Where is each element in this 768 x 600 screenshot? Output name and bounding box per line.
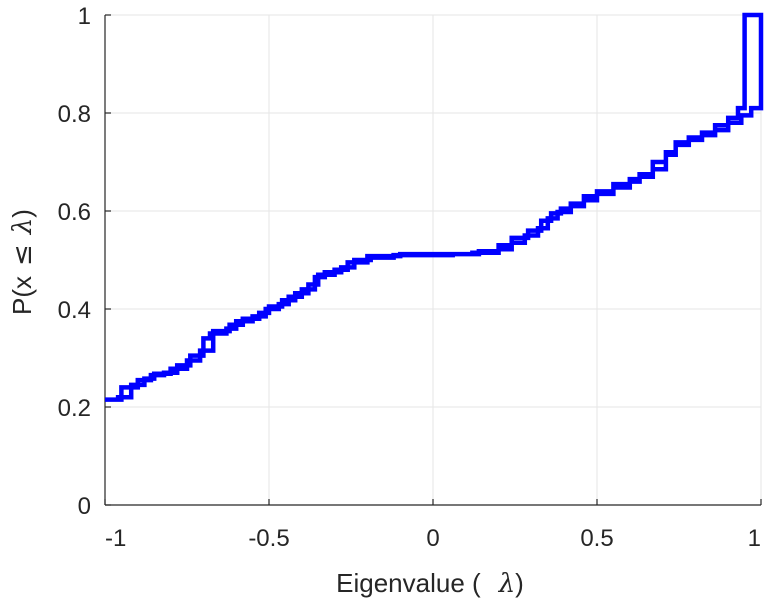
- y-tick-label: 0: [78, 493, 91, 520]
- x-tick-label: 1: [748, 525, 761, 552]
- y-tick-label: 0.8: [58, 101, 91, 128]
- grid-lines: [104, 14, 762, 506]
- x-tick-label: -1: [105, 525, 126, 552]
- y-axis-label: P(x≤λ): [7, 209, 38, 315]
- x-tick-label: 0.5: [580, 525, 613, 552]
- x-tick-label: 0: [426, 525, 439, 552]
- cdf-series-line: [105, 12, 764, 402]
- x-axis-label: Eigenvalue (λ): [336, 568, 524, 599]
- y-tick-label: 0.4: [58, 297, 91, 324]
- axes: [104, 14, 762, 506]
- plot-series: [105, 12, 764, 402]
- y-tick-label: 0.2: [58, 395, 91, 422]
- y-tick-label: 1: [78, 3, 91, 30]
- y-tick-label: 0.6: [58, 199, 91, 226]
- x-tick-label: -0.5: [248, 525, 289, 552]
- tick-labels: -1 -0.5 0 0.5 1 0 0.2 0.4 0.6 0.8 1: [58, 3, 761, 552]
